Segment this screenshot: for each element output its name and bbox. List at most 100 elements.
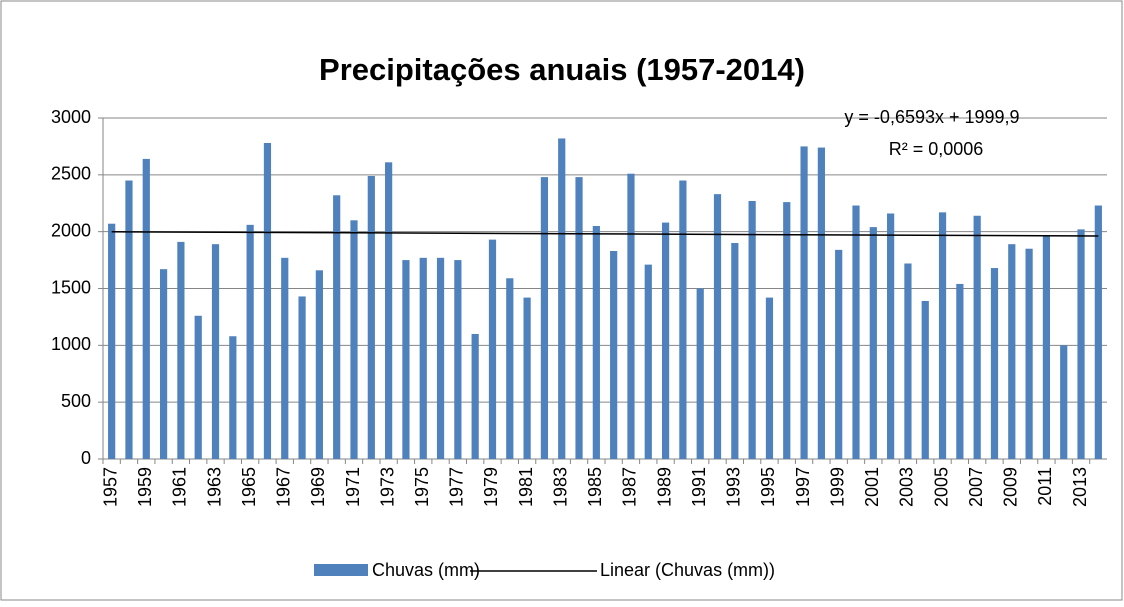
bar: [298, 296, 306, 459]
x-tick-label: 1967: [274, 467, 294, 507]
x-tick-label: 1999: [827, 467, 847, 507]
bar: [783, 202, 791, 459]
x-tick-label: 1975: [412, 467, 432, 507]
bar: [938, 212, 947, 459]
y-tick-label: 3000: [51, 107, 91, 127]
y-tick-label: 2000: [51, 220, 91, 240]
y-tick-label: 1000: [51, 334, 91, 354]
trend-r2: R² = 0,0006: [889, 139, 984, 159]
bar: [315, 270, 323, 459]
x-tick-label: 2009: [1001, 467, 1021, 507]
bar: [869, 227, 877, 459]
bar: [1042, 236, 1051, 459]
x-tick-label: 1969: [308, 467, 328, 507]
x-tick-label: 1985: [585, 467, 605, 507]
bar: [817, 147, 825, 459]
bar: [488, 239, 497, 459]
bar: [263, 143, 272, 460]
x-tick-label: 1993: [724, 467, 744, 507]
bar: [1077, 229, 1085, 459]
bar: [211, 244, 220, 459]
chart-title: Precipitações anuais (1957-2014): [319, 52, 805, 87]
bar: [731, 243, 739, 459]
bar: [471, 333, 479, 459]
bar: [921, 301, 929, 459]
x-tick-label: 1965: [239, 467, 259, 507]
bar: [904, 263, 912, 459]
bar: [1060, 345, 1068, 459]
bar: [852, 205, 860, 459]
bar: [679, 180, 687, 459]
x-tick-label: 2013: [1070, 467, 1090, 507]
bar: [973, 215, 981, 459]
bar: [575, 177, 583, 459]
bar: [956, 283, 964, 459]
bar: [523, 297, 531, 459]
bar: [125, 180, 133, 459]
x-tick-label: 2005: [931, 467, 951, 507]
bar: [506, 278, 514, 459]
bar: [350, 220, 358, 459]
x-tick-label: 1961: [170, 467, 190, 507]
bar: [229, 336, 237, 459]
x-tick-label: 1995: [758, 467, 778, 507]
x-tick-label: 1957: [100, 467, 120, 507]
bar: [887, 213, 895, 459]
trendline: [111, 231, 1099, 237]
bar: [402, 260, 410, 459]
bar: [194, 315, 202, 459]
bar: [419, 257, 427, 459]
bar: [765, 297, 774, 459]
legend-swatch: [314, 564, 368, 576]
x-tick-label: 1977: [447, 467, 467, 507]
y-tick-label: 2500: [51, 164, 91, 184]
bar: [696, 288, 704, 459]
x-tick-label: 1983: [550, 467, 570, 507]
bar: [333, 195, 341, 459]
x-tick-label: 1987: [620, 467, 640, 507]
x-tick-label: 2007: [966, 467, 986, 507]
bar: [159, 269, 168, 459]
bar: [558, 138, 566, 459]
bar: [748, 200, 756, 459]
bar: [800, 146, 808, 459]
bar: [436, 257, 445, 459]
bar: [644, 264, 652, 459]
bar: [108, 223, 116, 459]
bar: [246, 224, 254, 459]
x-tick-label: 2003: [897, 467, 917, 507]
bar: [142, 158, 150, 460]
x-tick-label: 1971: [343, 467, 363, 507]
x-tick-label: 1981: [516, 467, 536, 507]
x-tick-label: 1979: [481, 467, 501, 507]
legend-label: Linear (Chuvas (mm)): [600, 560, 775, 580]
bar: [661, 222, 670, 459]
x-tick-label: 2001: [862, 467, 882, 507]
bar: [177, 241, 185, 459]
legend-label: Chuvas (mm): [372, 560, 480, 580]
x-tick-label: 1973: [377, 467, 397, 507]
x-tick-label: 1963: [204, 467, 224, 507]
bar: [1094, 205, 1102, 459]
x-tick-label: 1989: [654, 467, 674, 507]
bar: [610, 250, 618, 459]
y-tick-label: 1500: [51, 277, 91, 297]
bar: [713, 194, 722, 459]
bar: [540, 177, 549, 459]
bar: [990, 268, 999, 459]
y-tick-label: 500: [61, 391, 91, 411]
x-tick-label: 1997: [793, 467, 813, 507]
bar: [385, 162, 393, 459]
bar: [1025, 248, 1033, 459]
x-tick-label: 1991: [689, 467, 709, 507]
bar: [367, 175, 375, 459]
bar: [835, 249, 843, 459]
trend-equation: y = -0,6593x + 1999,9: [844, 107, 1019, 127]
x-tick-label: 2011: [1035, 467, 1055, 506]
y-tick-label: 0: [81, 448, 91, 468]
bar: [281, 257, 289, 459]
bar: [627, 173, 635, 460]
bar: [454, 260, 462, 459]
bar: [592, 225, 600, 459]
